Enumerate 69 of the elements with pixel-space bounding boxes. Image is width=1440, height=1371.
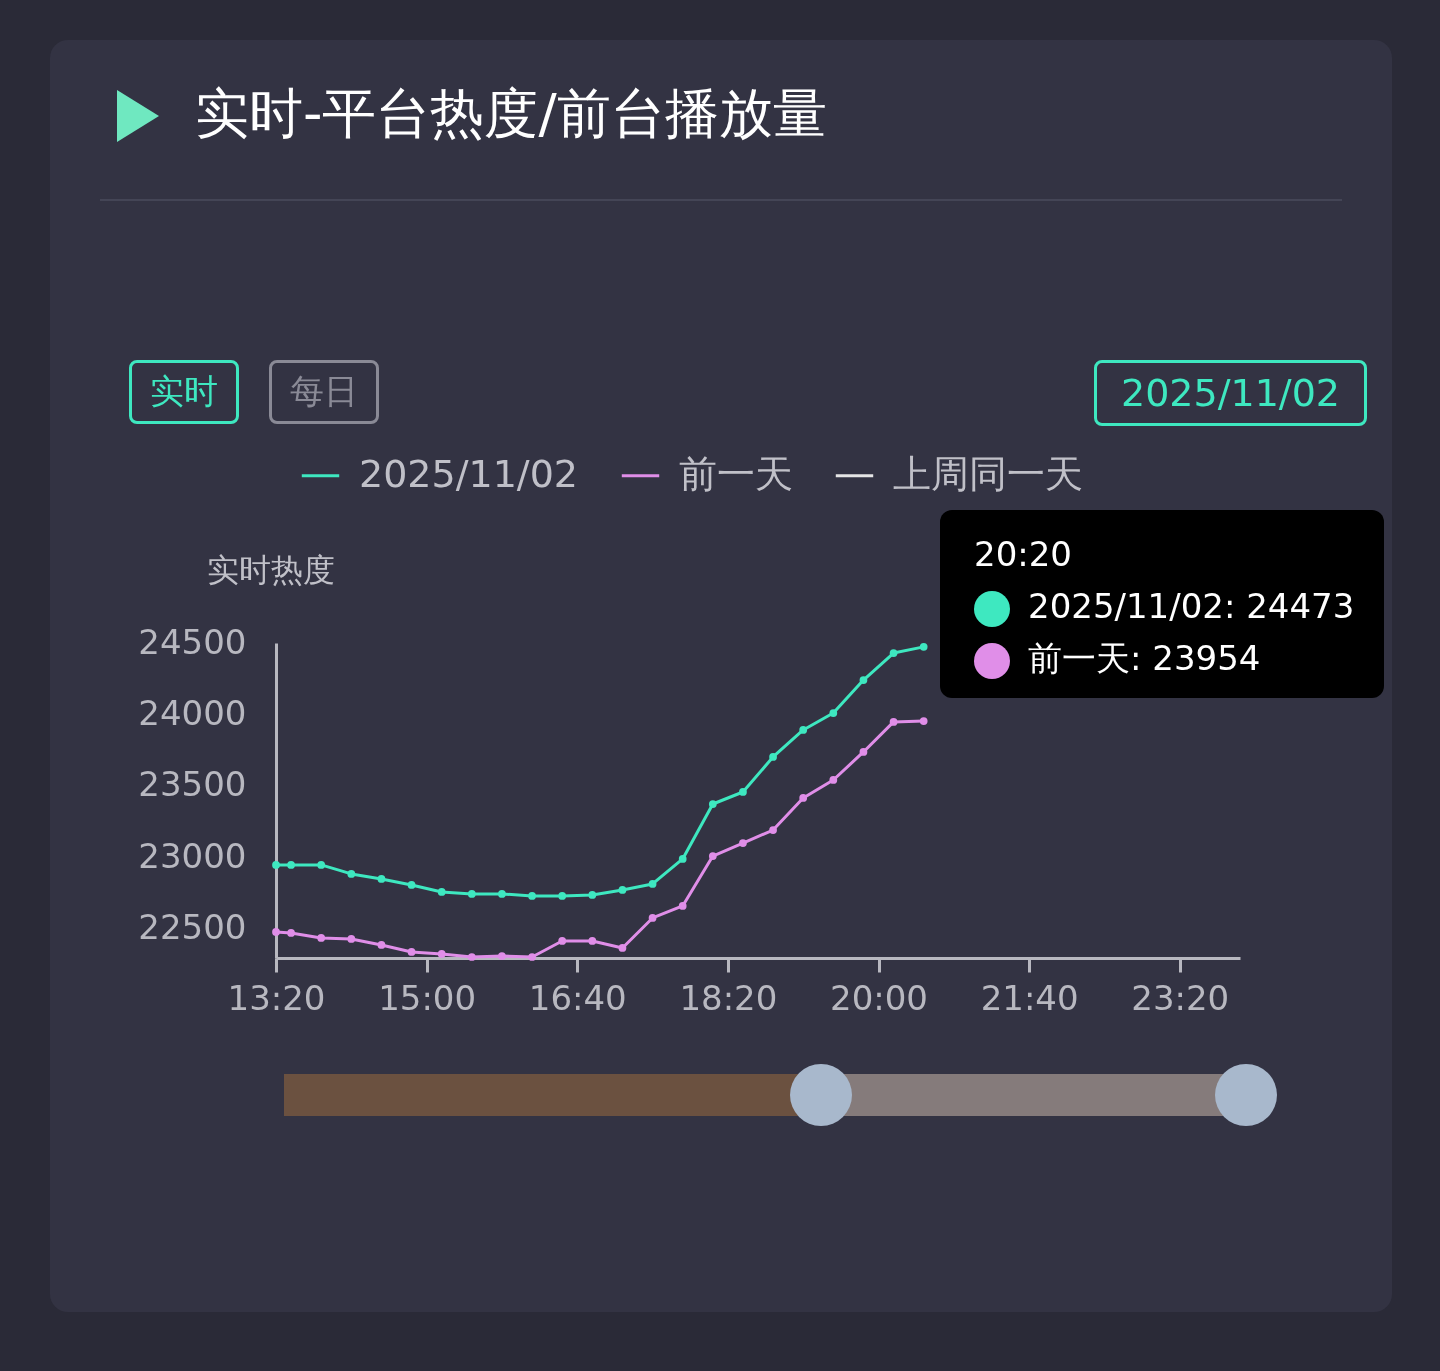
point bbox=[347, 870, 356, 878]
point bbox=[919, 643, 928, 651]
legend-label: 上周同一天 bbox=[893, 451, 1083, 496]
y-axis-title: 实时热度 bbox=[206, 550, 335, 589]
legend-label: 前一天 bbox=[679, 451, 793, 496]
point bbox=[859, 676, 868, 684]
point bbox=[588, 937, 597, 945]
point bbox=[889, 718, 898, 726]
point bbox=[407, 948, 416, 956]
point bbox=[558, 892, 567, 900]
x-tick-label: 20:00 bbox=[830, 977, 928, 1018]
point bbox=[739, 839, 747, 847]
point bbox=[558, 937, 567, 945]
point bbox=[528, 953, 536, 961]
point bbox=[889, 649, 898, 657]
point bbox=[859, 748, 868, 756]
point bbox=[648, 880, 657, 888]
point bbox=[317, 934, 326, 942]
chart-title: 实时-平台热度/前台播放量 bbox=[195, 81, 827, 147]
point bbox=[799, 794, 808, 802]
point bbox=[919, 717, 928, 725]
x-tick-label: 18:20 bbox=[679, 977, 778, 1018]
x-tick-label: 21:40 bbox=[980, 977, 1079, 1018]
text: 2025/11/02 bbox=[1094, 360, 1368, 426]
point bbox=[407, 881, 416, 889]
y-tick-label: 23500 bbox=[138, 764, 247, 805]
y-tick-label: 22500 bbox=[138, 907, 247, 948]
point bbox=[498, 952, 506, 960]
point bbox=[287, 861, 295, 869]
point bbox=[739, 788, 747, 796]
point bbox=[618, 944, 627, 952]
point bbox=[377, 941, 386, 949]
annotation: 前一天: 23954 bbox=[1028, 638, 1261, 678]
point bbox=[272, 861, 280, 869]
point bbox=[528, 892, 536, 900]
point bbox=[829, 709, 838, 717]
point bbox=[317, 861, 326, 869]
x-tick-label: 23:20 bbox=[1131, 977, 1230, 1018]
y-tick-label: 24000 bbox=[138, 692, 247, 733]
point bbox=[347, 935, 356, 943]
text: 2025/11/02: 24473 bbox=[1028, 586, 1355, 626]
y-tick-label: 23000 bbox=[138, 835, 247, 876]
point bbox=[272, 928, 280, 936]
point bbox=[437, 888, 446, 896]
x-tick-label: 13:20 bbox=[227, 977, 326, 1018]
point bbox=[467, 890, 476, 898]
point bbox=[437, 950, 446, 958]
point bbox=[588, 891, 597, 899]
point bbox=[618, 886, 627, 894]
point bbox=[799, 726, 808, 734]
text: 每日 bbox=[269, 360, 379, 424]
point bbox=[287, 929, 295, 937]
point bbox=[708, 852, 717, 860]
point bbox=[648, 914, 657, 922]
point bbox=[769, 753, 777, 761]
point bbox=[708, 800, 717, 808]
text: 20:20 bbox=[974, 534, 1072, 574]
point bbox=[829, 776, 838, 784]
point bbox=[678, 855, 687, 863]
legend-label: 2025/11/02 bbox=[359, 451, 579, 496]
point bbox=[377, 875, 386, 883]
point bbox=[769, 826, 777, 834]
point bbox=[467, 953, 476, 961]
y-tick-label: 24500 bbox=[138, 621, 247, 662]
point bbox=[678, 902, 687, 910]
text: 实时 bbox=[129, 360, 239, 424]
x-tick-label: 16:40 bbox=[528, 977, 627, 1018]
point bbox=[498, 890, 506, 898]
x-tick-label: 15:00 bbox=[378, 977, 477, 1018]
